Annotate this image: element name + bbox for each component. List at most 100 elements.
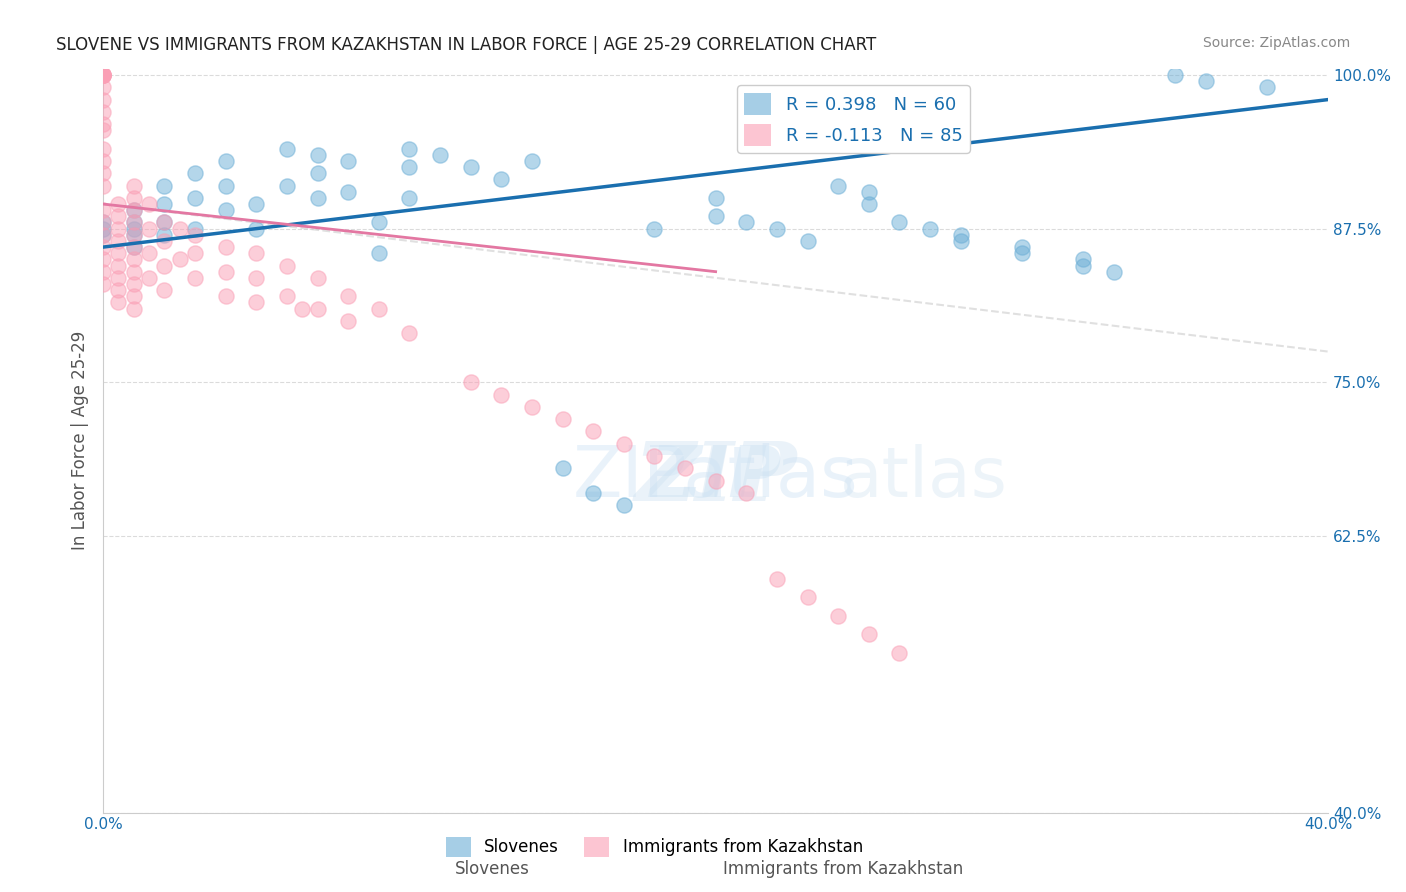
Point [91,277,114,291]
Point [245,197,267,211]
Point [704,210,727,224]
Point [91,104,114,119]
Point [276,142,298,156]
Point [91,68,114,82]
Point [214,289,236,303]
Point [307,191,329,205]
Point [107,234,129,248]
Point [460,160,482,174]
Point [613,498,636,512]
Point [491,172,513,186]
Point [91,117,114,131]
Point [291,301,314,316]
Point [91,240,114,254]
Text: SLOVENE VS IMMIGRANTS FROM KAZAKHSTAN IN LABOR FORCE | AGE 25-29 CORRELATION CHA: SLOVENE VS IMMIGRANTS FROM KAZAKHSTAN IN… [56,36,876,54]
Point [91,215,114,229]
Point [153,283,176,297]
Text: ZIPatlas: ZIPatlas [572,443,859,512]
Point [122,240,145,254]
Point [613,436,636,450]
Point [153,259,176,273]
Point [122,289,145,303]
Point [107,246,129,260]
Point [673,461,696,475]
Point [169,221,191,235]
Point [796,234,818,248]
Point [827,178,849,193]
Point [184,166,207,180]
Point [214,154,236,169]
Point [367,301,389,316]
Point [91,68,114,82]
Point [1102,265,1125,279]
Point [153,197,176,211]
Point [398,160,420,174]
Point [184,221,207,235]
Point [429,148,451,162]
Point [91,166,114,180]
Point [122,227,145,242]
Point [245,246,267,260]
Point [122,215,145,229]
Point [122,191,145,205]
Point [949,234,972,248]
Point [122,203,145,218]
Point [1071,259,1094,273]
Point [307,148,329,162]
Point [91,203,114,218]
Point [858,627,880,641]
Point [138,197,160,211]
Point [276,289,298,303]
Point [107,283,129,297]
Point [91,68,114,82]
Point [337,185,360,199]
Point [138,270,160,285]
Point [214,203,236,218]
Point [551,412,574,426]
Point [91,227,114,242]
Point [643,221,665,235]
Point [122,178,145,193]
Point [214,240,236,254]
Y-axis label: In Labor Force | Age 25-29: In Labor Force | Age 25-29 [72,331,89,550]
Point [214,265,236,279]
Point [491,387,513,401]
Point [337,154,360,169]
Point [766,572,789,586]
Point [184,270,207,285]
Point [460,376,482,390]
Point [889,646,911,660]
Point [827,608,849,623]
Point [184,227,207,242]
Point [214,178,236,193]
Point [704,191,727,205]
Point [1011,240,1033,254]
Point [91,142,114,156]
Point [1071,252,1094,267]
Point [91,221,114,235]
Point [1256,80,1278,95]
Point [398,326,420,340]
Text: Source: ZipAtlas.com: Source: ZipAtlas.com [1202,36,1350,50]
Point [122,277,145,291]
Point [704,474,727,488]
Point [367,215,389,229]
Point [184,246,207,260]
Point [122,203,145,218]
Point [245,295,267,310]
Point [766,221,789,235]
Point [949,227,972,242]
Point [520,400,543,414]
Point [91,68,114,82]
Point [337,289,360,303]
Point [122,215,145,229]
Point [918,221,941,235]
Text: ZIP: ZIP [650,443,782,512]
Point [91,178,114,193]
Text: ZIP: ZIP [634,438,797,518]
Point [91,80,114,95]
Point [520,154,543,169]
Point [138,221,160,235]
Text: Slovenes: Slovenes [454,860,530,878]
Point [107,270,129,285]
